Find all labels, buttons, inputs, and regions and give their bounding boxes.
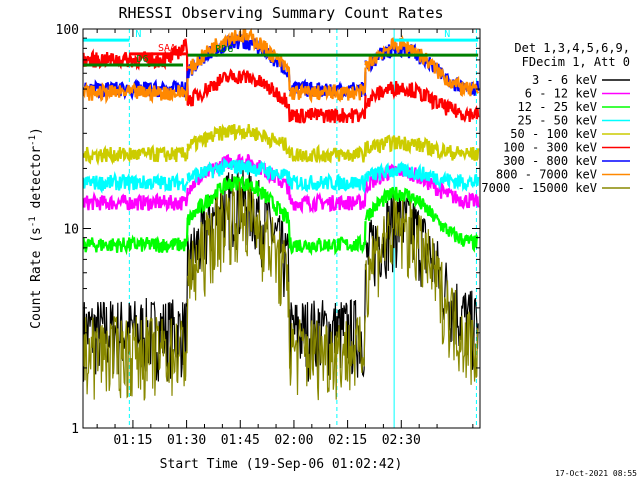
x-axis-label: Start Time (19-Sep-06 01:02:42)	[160, 457, 403, 472]
series-line-5-segment-4	[364, 134, 480, 162]
legend-label-8: 800 - 7000 keV	[496, 168, 597, 182]
series-line-6-segment-3	[288, 94, 367, 124]
data-series-group: N SAA RDG D6 N	[82, 27, 480, 428]
x-tick-label-4: 02:00	[274, 433, 313, 448]
series-line-6-segment-4	[364, 81, 480, 123]
x-tick-label-3: 01:45	[221, 433, 260, 448]
series-line-8-segment-3	[288, 67, 367, 104]
series-line-5-segment-2	[186, 123, 291, 156]
y-tick-label-2: 10	[63, 223, 79, 238]
series-line-3-segment-3	[288, 221, 367, 256]
flag-label-5: N	[444, 29, 450, 40]
y-label-part-3: )	[29, 127, 44, 135]
x-tick-label-6: 02:30	[382, 433, 421, 448]
series-line-9-segment-2	[187, 181, 291, 369]
y-label-exponent-2: -1	[28, 135, 38, 146]
flag-label-2: SAA	[158, 43, 176, 54]
series-line-6-segment-2	[186, 68, 291, 123]
legend-label-1: 3 - 6 keV	[532, 73, 597, 87]
x-tick-label-1: 01:15	[113, 433, 152, 448]
series-line-4-segment-3	[288, 172, 367, 194]
series-line-3-segment-1	[82, 217, 189, 256]
series-line-4-segment-2	[186, 157, 291, 187]
y-label-part-2: detector	[29, 146, 44, 217]
y-tick-label-3: 100	[56, 23, 79, 38]
flag-label-3: RDG	[215, 44, 233, 55]
series-line-5-segment-3	[288, 142, 367, 164]
y-label-part-1: Count Rate (s	[29, 227, 44, 329]
series-line-9-segment-3	[289, 315, 367, 401]
x-tick-label-5: 02:15	[328, 433, 367, 448]
series-line-2-segment-1	[82, 187, 189, 213]
legend-label-5: 50 - 100 keV	[510, 127, 597, 141]
legend-label-7: 300 - 800 keV	[503, 154, 597, 168]
flag-label-4: D6	[137, 54, 149, 65]
series-line-5-segment-1	[82, 144, 189, 166]
y-label-exponent-1: -1	[28, 216, 38, 227]
y-tick-label-1: 1	[71, 422, 79, 437]
series-line-3-segment-4	[364, 186, 479, 253]
series-line-9-segment-1	[82, 298, 189, 401]
chart-title: RHESSI Observing Summary Count Rates	[118, 4, 443, 22]
series-line-2-segment-3	[288, 187, 367, 215]
legend-label-4: 25 - 50 keV	[518, 114, 597, 128]
y-axis-label: Count Rate (s-1 detector-1)	[28, 127, 44, 329]
series-line-4-segment-1	[82, 170, 189, 194]
legend-header-line-2: FDecim 1, Att 0	[522, 55, 630, 69]
axes-group: 01:15 01:30 01:45 02:00 02:15 02:30 1 10 100	[56, 23, 480, 448]
legend-label-9: 7000 - 15000 keV	[481, 181, 597, 195]
x-tick-label-2: 01:30	[167, 433, 206, 448]
legend-label-6: 100 - 300 keV	[503, 141, 597, 155]
legend-header-line-1: Det 1,3,4,5,6,9,	[514, 41, 630, 55]
series-line-3-segment-2	[186, 175, 291, 243]
legend-label-3: 12 - 25 keV	[518, 100, 597, 114]
series-line-4-segment-4	[364, 160, 480, 193]
flag-label-1: N	[135, 29, 141, 40]
legend-label-2: 6 - 12 keV	[525, 87, 597, 101]
series-line-8-segment-1	[82, 78, 189, 105]
generation-timestamp: 17-Oct-2021 08:55	[555, 469, 637, 478]
series-line-9-segment-4	[364, 198, 479, 385]
